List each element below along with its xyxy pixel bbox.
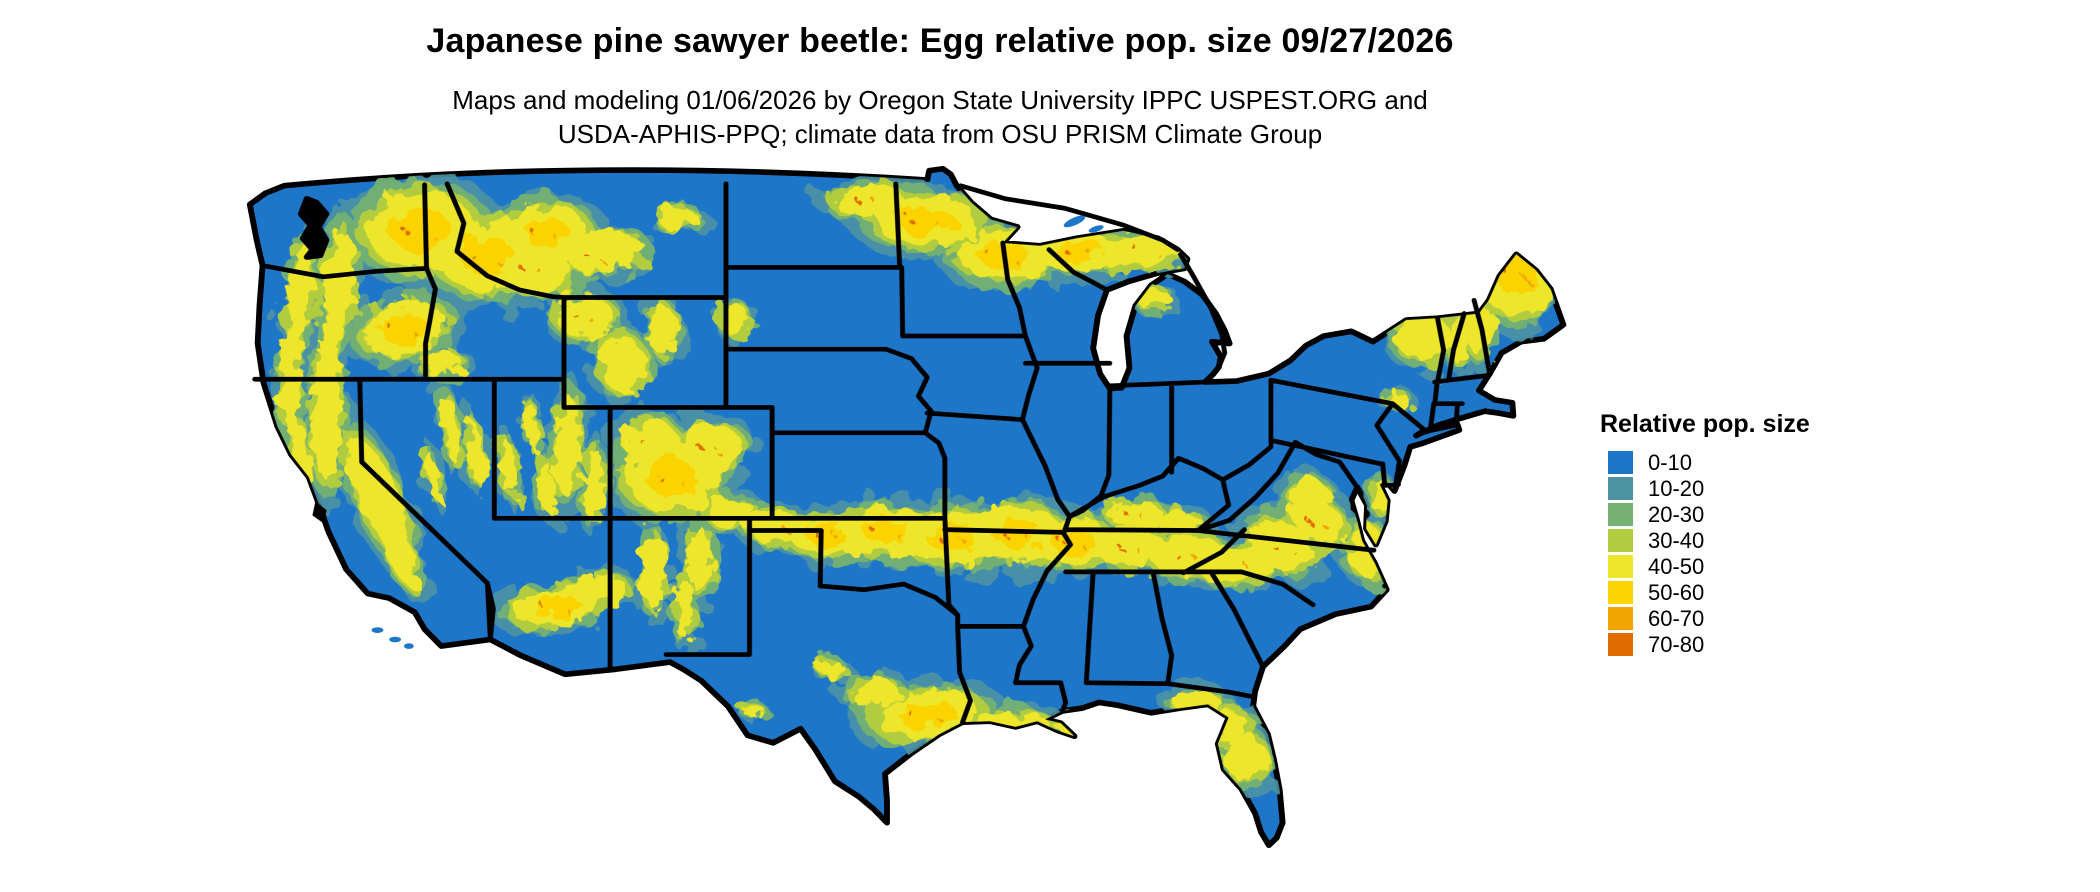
legend-swatch-60-70 [1608, 607, 1633, 630]
us-map [240, 165, 1585, 865]
islands [371, 215, 1153, 649]
map-subtitle-line2: USDA-APHIS-PPQ; climate data from OSU PR… [557, 119, 1323, 149]
legend-row: 30-40 [1608, 527, 1810, 553]
puget-sound-inlets [297, 196, 330, 260]
us-map-svg [240, 165, 1585, 865]
san-francisco-bay [312, 501, 327, 524]
legend-label: 70-80 [1648, 631, 1705, 657]
legend-swatch-70-80 [1608, 633, 1633, 656]
state-borders [252, 181, 1493, 725]
legend-row: 70-80 [1608, 631, 1810, 657]
shoreline-details [297, 196, 1153, 649]
map-subtitle: Maps and modeling 01/06/2026 by Oregon S… [0, 83, 1880, 151]
legend-swatch-30-40 [1608, 529, 1633, 552]
legend-swatch-40-50 [1608, 555, 1633, 578]
legend-row: 60-70 [1608, 605, 1810, 631]
legend-swatch-10-20 [1608, 477, 1633, 500]
legend-label: 60-70 [1648, 605, 1705, 631]
legend-label: 50-60 [1648, 579, 1705, 605]
legend-row: 10-20 [1608, 475, 1810, 501]
legend-row: 0-10 [1608, 449, 1810, 475]
legend-label: 40-50 [1648, 553, 1705, 579]
layer-40-80 [281, 184, 1556, 781]
header: Japanese pine sawyer beetle: Egg relativ… [0, 22, 1880, 151]
map-title: Japanese pine sawyer beetle: Egg relativ… [426, 22, 1454, 60]
legend: Relative pop. size 0-10 10-20 20-30 30-4… [1600, 410, 1810, 659]
canada-border-through-lakes [958, 183, 1228, 370]
legend-label: 0-10 [1648, 449, 1693, 475]
legend-swatch-0-10 [1608, 451, 1633, 474]
map-subtitle-line1: Maps and modeling 01/06/2026 by Oregon S… [452, 85, 1428, 115]
legend-title: Relative pop. size [1600, 410, 1810, 438]
legend-row: 20-30 [1608, 501, 1810, 527]
legend-swatch-50-60 [1608, 581, 1633, 604]
legend-row: 50-60 [1608, 579, 1810, 605]
legend-label: 10-20 [1648, 475, 1705, 501]
legend-label: 30-40 [1648, 527, 1705, 553]
legend-swatch-20-30 [1608, 503, 1633, 526]
legend-label: 20-30 [1648, 501, 1705, 527]
legend-row: 40-50 [1608, 553, 1810, 579]
